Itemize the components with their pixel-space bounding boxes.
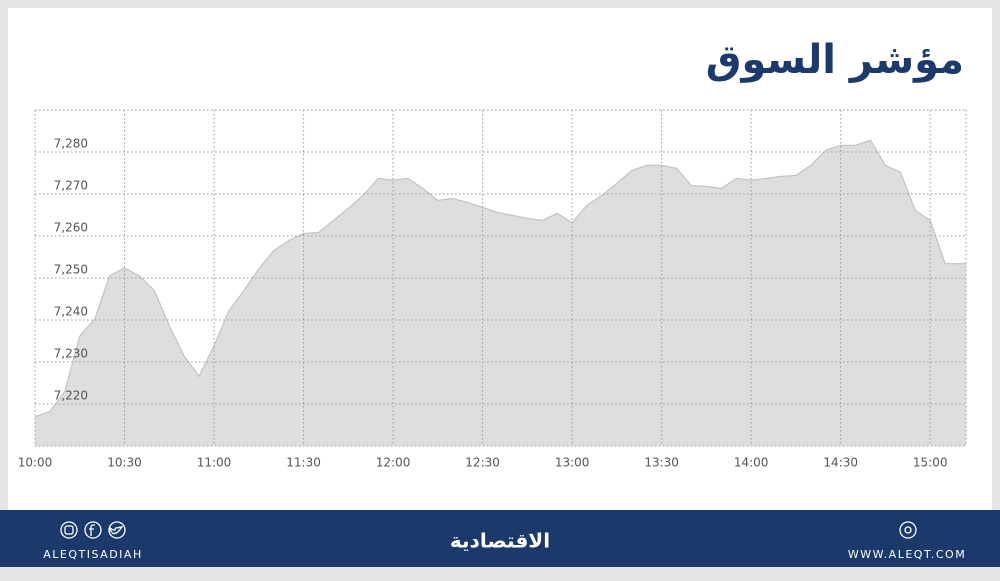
x-tick-label: 13:00	[555, 456, 590, 470]
footer-logo: الاقتصادية	[450, 529, 550, 553]
x-tick-label: 11:00	[197, 456, 232, 470]
x-tick-label: 13:30	[644, 456, 679, 470]
footer-handle: ALEQTISADIAH	[43, 548, 142, 561]
line	[34, 139, 966, 418]
y-tick-label: 7,220	[54, 389, 88, 403]
x-tick-label: 12:00	[376, 456, 411, 470]
x-tick-label: 11:30	[286, 456, 321, 470]
y-tick-label: 7,250	[54, 263, 88, 277]
x-tick-label: 10:30	[107, 456, 142, 470]
x-tick-label: 15:00	[913, 456, 948, 470]
area	[35, 140, 966, 446]
plot: 7,220 7,230 7,240 7,250 7,260 7,270 7,280 10:00…	[18, 109, 967, 470]
y-tick-label: 7,280	[54, 137, 88, 151]
footer-website: WWW.ALEQT.COM	[848, 548, 966, 561]
y-tick-label: 7,230	[54, 347, 88, 361]
y-tick-label: 7,260	[54, 221, 88, 235]
chart-title: مؤشر السوق	[706, 37, 964, 83]
y-tick-label: 7,240	[54, 305, 88, 319]
y-tick-label: 7,270	[54, 179, 88, 193]
x-tick-label: 10:00	[18, 456, 53, 470]
x-tick-label: 12:30	[465, 456, 500, 470]
social-icons	[60, 521, 917, 539]
x-tick-label: 14:00	[734, 456, 769, 470]
footer-bar	[0, 510, 1000, 567]
x-tick-label: 14:30	[823, 456, 858, 470]
